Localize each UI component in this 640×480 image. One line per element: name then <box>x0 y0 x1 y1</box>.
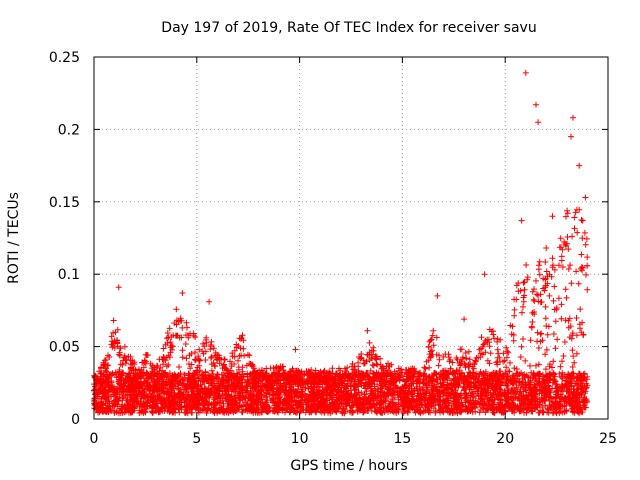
x-axis-label: GPS time / hours <box>290 458 407 474</box>
y-tick-label: 0.2 <box>58 122 80 138</box>
x-tick-label: 15 <box>393 431 411 447</box>
chart-title: Day 197 of 2019, Rate Of TEC Index for r… <box>161 20 536 36</box>
plot-area-border <box>93 56 609 420</box>
y-tick-label: 0 <box>71 412 80 428</box>
x-tick-label: 0 <box>90 431 99 447</box>
x-tick-labels: 0 5 10 15 20 25 <box>90 431 617 447</box>
y-tick-label: 0.15 <box>49 195 80 211</box>
y-tick-label: 0.1 <box>58 267 80 283</box>
y-tick-label: 0.05 <box>49 340 80 356</box>
y-axis-label: ROTI / TECUs <box>6 192 22 284</box>
x-tick-label: 20 <box>496 431 514 447</box>
y-tick-label: 0.25 <box>49 50 80 66</box>
data-points <box>91 69 591 417</box>
x-tick-label: 5 <box>192 431 201 447</box>
x-tick-label: 25 <box>599 431 617 447</box>
y-tick-labels: 0 0.05 0.1 0.15 0.2 0.25 <box>49 50 80 428</box>
x-tick-label: 10 <box>291 431 309 447</box>
roti-markers <box>91 69 591 417</box>
